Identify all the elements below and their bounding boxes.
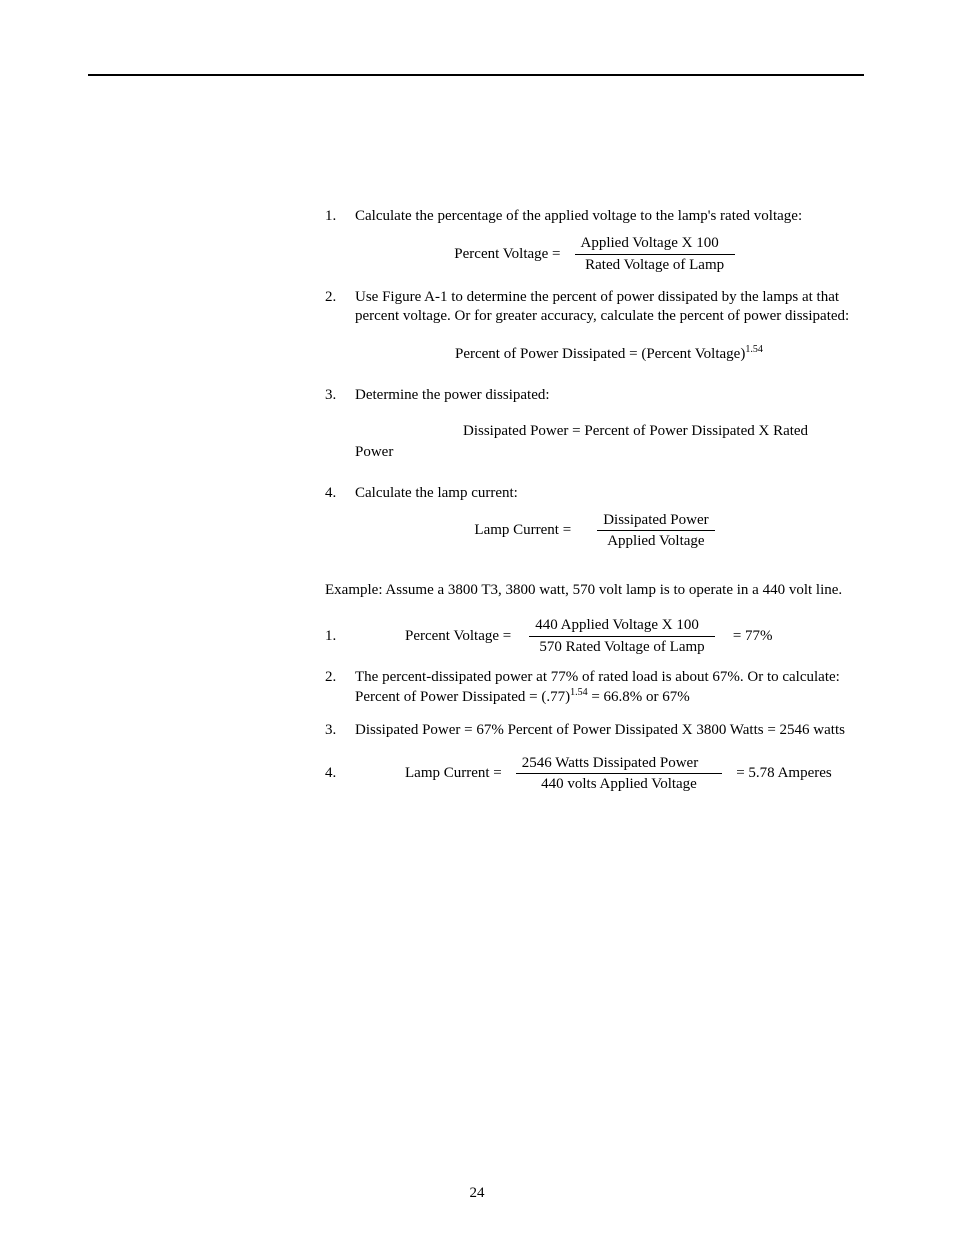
fraction-numerator: 2546 Watts Dissipated Power [516,754,722,775]
line1: The percent-dissipated power at 77% of r… [355,669,840,685]
equation-lamp-current: Lamp Current = Dissipated Power Applied … [325,511,864,552]
step-number: 4. [325,484,355,503]
step-number: 4. [325,764,355,783]
example-2: 2. The percent-dissipated power at 77% o… [325,668,864,707]
fraction-denominator: 440 volts Applied Voltage [516,774,722,794]
step-number: 3. [325,386,355,405]
step-2: 2. Use Figure A-1 to determine the perce… [325,288,864,326]
example-equation: Percent Voltage = 440 Applied Voltage X … [355,616,864,657]
body-content: 1. Calculate the percentage of the appli… [325,0,864,794]
step-text: Use Figure A-1 to determine the percent … [355,288,864,326]
eq-text: Dissipated Power = Percent of Power Diss… [463,423,808,439]
document-page: 1. Calculate the percentage of the appli… [0,0,954,1235]
step-3: 3. Determine the power dissipated: [325,386,864,405]
step-1: 1. Calculate the percentage of the appli… [325,207,864,226]
fraction: Applied Voltage X 100 Rated Voltage of L… [575,234,735,275]
fraction-denominator: Applied Voltage [597,531,714,551]
step-number: 3. [325,721,355,740]
equation-dissipated-power: Dissipated Power = Percent of Power Diss… [325,422,864,441]
example-intro: Example: Assume a 3800 T3, 3800 watt, 57… [325,581,864,600]
fraction-denominator: 570 Rated Voltage of Lamp [529,637,715,657]
eq-label: Percent Voltage = [454,245,560,264]
example-4: 4. Lamp Current = 2546 Watts Dissipated … [325,754,864,795]
step-4: 4. Calculate the lamp current: [325,484,864,503]
eq-label: Lamp Current = [405,764,502,783]
example-3: 3. Dissipated Power = 67% Percent of Pow… [325,721,864,740]
fraction-numerator: 440 Applied Voltage X 100 [529,616,715,637]
example-text: Dissipated Power = 67% Percent of Power … [355,721,864,740]
equation-continuation: Power [355,443,864,462]
fraction-numerator: Dissipated Power [597,511,714,532]
eq-text: Power [355,444,393,460]
example-equation: Lamp Current = 2546 Watts Dissipated Pow… [355,754,864,795]
eq-text: Percent of Power Dissipated = (Percent V… [455,346,745,362]
eq-label: Percent Voltage = [405,627,511,646]
step-number: 2. [325,668,355,687]
fraction-denominator: Rated Voltage of Lamp [575,255,735,275]
step-number: 1. [325,627,355,646]
fraction: Dissipated Power Applied Voltage [597,511,714,552]
line2-pre: Percent of Power Dissipated = (.77) [355,689,570,705]
fraction-numerator: Applied Voltage X 100 [575,234,735,255]
equation-power-dissipated: Percent of Power Dissipated = (Percent V… [325,344,864,364]
eq-result: = 5.78 Amperes [736,764,832,783]
eq-label: Lamp Current = [474,521,571,540]
step-number: 2. [325,288,355,307]
line2-post: = 66.8% or 67% [588,689,690,705]
eq-result: = 77% [733,627,773,646]
example-1: 1. Percent Voltage = 440 Applied Voltage… [325,616,864,657]
fraction: 440 Applied Voltage X 100 570 Rated Volt… [529,616,715,657]
example-text: The percent-dissipated power at 77% of r… [355,668,864,707]
step-text: Calculate the percentage of the applied … [355,207,864,226]
step-text: Calculate the lamp current: [355,484,864,503]
equation-percent-voltage: Percent Voltage = Applied Voltage X 100 … [325,234,864,275]
page-number: 24 [0,1184,954,1203]
step-text: Determine the power dissipated: [355,386,864,405]
eq-superscript: 1.54 [745,344,763,355]
header-rule [88,74,864,76]
fraction: 2546 Watts Dissipated Power 440 volts Ap… [516,754,722,795]
line2-sup: 1.54 [570,687,588,698]
step-number: 1. [325,207,355,226]
